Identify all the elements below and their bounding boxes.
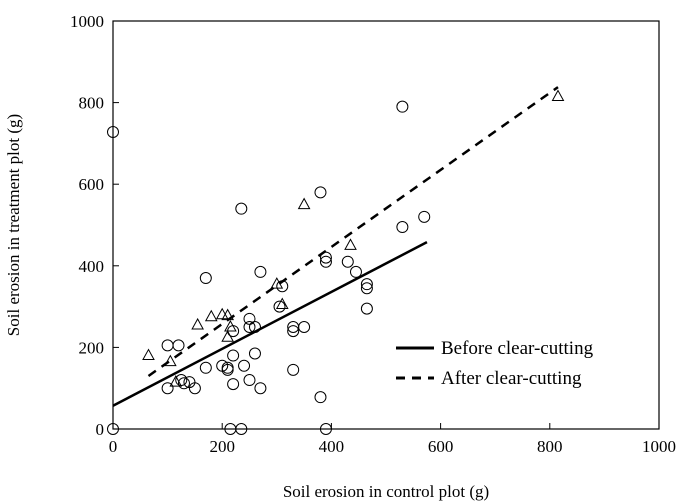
data-point-circle xyxy=(360,278,373,291)
y-tick-label: 600 xyxy=(79,175,105,194)
data-point-circle xyxy=(287,325,300,338)
data-point-circle xyxy=(243,321,256,333)
data-point-circle xyxy=(276,280,289,293)
data-point-circle xyxy=(319,251,332,264)
data-point-circle xyxy=(177,377,190,390)
data-point-circle xyxy=(248,347,261,360)
data-point-circle xyxy=(238,359,251,372)
data-point-circle xyxy=(314,391,327,404)
data-point-circle xyxy=(161,382,174,395)
data-point-circle xyxy=(235,423,248,435)
trend-lines xyxy=(112,86,559,407)
data-point-circle xyxy=(254,382,267,395)
x-tick-label: 200 xyxy=(209,437,235,456)
data-points xyxy=(107,89,565,435)
data-point-triangle xyxy=(142,348,155,361)
data-point-triangle xyxy=(275,297,289,310)
x-tick-label: 600 xyxy=(428,437,454,456)
data-point-circle xyxy=(227,378,240,391)
data-point-circle xyxy=(298,321,311,333)
data-point-circle xyxy=(360,302,373,315)
data-point-triangle xyxy=(163,354,177,367)
data-point-circle xyxy=(227,349,240,362)
trend-line-after xyxy=(147,86,559,377)
data-point-circle xyxy=(396,221,409,234)
data-point-circle xyxy=(199,272,212,285)
legend-label-after: After clear-cutting xyxy=(441,368,582,389)
legend-label-before: Before clear-cutting xyxy=(441,338,594,359)
data-point-triangle xyxy=(221,308,235,321)
data-point-circle xyxy=(349,265,362,278)
data-point-circle xyxy=(254,265,267,278)
y-tick-label: 0 xyxy=(96,420,105,439)
data-point-circle xyxy=(172,339,185,352)
x-tick-label: 800 xyxy=(537,437,563,456)
data-point-circle xyxy=(161,339,174,352)
data-point-circle xyxy=(341,255,354,268)
trend-line-before xyxy=(112,241,428,407)
data-point-circle xyxy=(319,255,332,268)
data-point-circle xyxy=(248,321,261,333)
data-point-triangle xyxy=(224,319,237,332)
data-point-circle xyxy=(319,423,332,435)
x-axis-label: Soil erosion in control plot (g) xyxy=(283,482,489,501)
data-point-triangle xyxy=(344,238,357,250)
data-point-circle xyxy=(188,382,201,395)
x-tick-label: 400 xyxy=(319,437,345,456)
y-axis-label: Soil erosion in treatment plot (g) xyxy=(4,114,23,336)
data-point-triangle xyxy=(297,197,311,210)
data-point-circle xyxy=(243,374,256,387)
x-axis-ticks: 0 200 400 600 800 1000 xyxy=(109,423,676,456)
data-point-triangle xyxy=(221,330,235,342)
y-axis-ticks: 0 200 400 600 800 1000 xyxy=(70,12,119,439)
plot-area xyxy=(112,20,660,430)
data-point-circle xyxy=(418,210,431,223)
data-point-circle xyxy=(273,300,286,313)
y-tick-label: 1000 xyxy=(70,12,104,31)
data-point-circle xyxy=(287,363,300,376)
data-point-circle xyxy=(107,125,119,138)
data-point-circle xyxy=(396,100,409,113)
data-point-circle xyxy=(199,361,212,374)
x-tick-label: 0 xyxy=(109,437,118,456)
data-point-triangle xyxy=(215,307,229,320)
y-tick-label: 400 xyxy=(79,257,105,276)
plot-frame xyxy=(112,20,660,430)
data-point-triangle xyxy=(204,309,218,322)
data-point-triangle xyxy=(270,277,284,289)
data-point-triangle xyxy=(191,317,204,330)
y-tick-label: 200 xyxy=(79,338,105,357)
x-tick-label: 1000 xyxy=(642,437,676,456)
data-point-circle xyxy=(360,282,373,295)
data-point-circle xyxy=(235,202,248,215)
data-point-circle xyxy=(314,186,327,199)
data-point-circle xyxy=(221,363,234,376)
data-point-triangle xyxy=(169,375,183,387)
data-point-circle xyxy=(107,423,119,435)
data-point-circle xyxy=(243,312,256,325)
legend: Before clear-cutting After clear-cutting xyxy=(396,338,594,389)
data-point-triangle xyxy=(551,89,565,101)
y-tick-label: 800 xyxy=(79,94,105,113)
